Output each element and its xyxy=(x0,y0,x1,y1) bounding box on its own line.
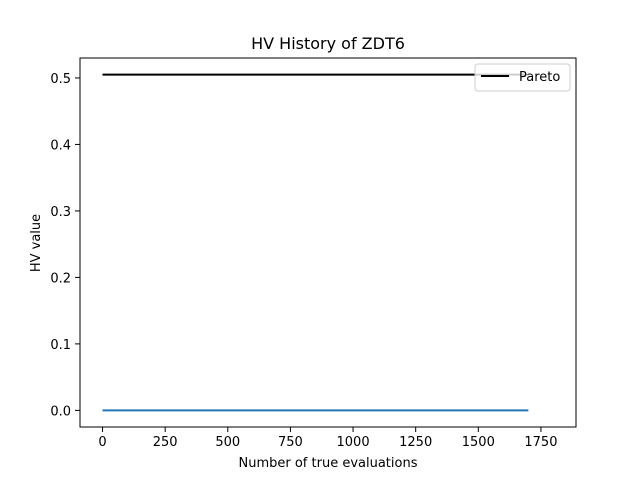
y-tick-label: 0.0 xyxy=(50,404,71,419)
y-tick-label: 0.1 xyxy=(50,338,71,353)
plot-area xyxy=(102,73,529,412)
x-axis-label: Number of true evaluations xyxy=(239,456,418,471)
y-tick-label: 0.4 xyxy=(50,138,71,153)
x-tick-label: 250 xyxy=(153,435,178,450)
x-tick-label: 500 xyxy=(215,435,240,450)
x-tick-label: 0 xyxy=(98,435,106,450)
x-axis: 0 250 500 750 1000 1250 1500 1750 xyxy=(98,427,557,450)
legend-box xyxy=(474,63,571,92)
x-tick-label: 1750 xyxy=(524,435,557,450)
legend: Pareto xyxy=(474,63,571,92)
x-tick-label: 1250 xyxy=(399,435,432,450)
x-tick-label: 750 xyxy=(278,435,303,450)
y-tick-label: 0.3 xyxy=(50,205,71,220)
legend-pareto-label: Pareto xyxy=(519,70,560,85)
chart-title: HV History of ZDT6 xyxy=(251,34,405,53)
axes-frame xyxy=(79,57,577,428)
y-tick-label: 0.2 xyxy=(50,271,71,286)
y-tick-label: 0.5 xyxy=(50,72,71,87)
x-tick-label: 1000 xyxy=(337,435,370,450)
y-axis-label: HV value xyxy=(29,214,44,272)
y-axis: 0.0 0.1 0.2 0.3 0.4 0.5 xyxy=(50,72,80,419)
x-tick-label: 1500 xyxy=(462,435,495,450)
